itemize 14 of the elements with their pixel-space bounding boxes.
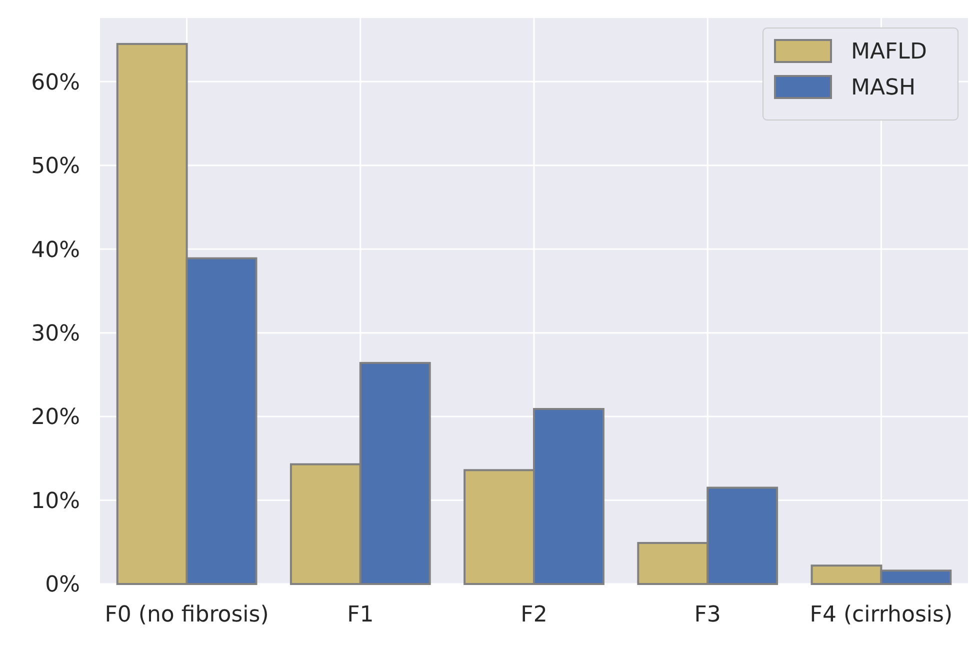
y-tick-label: 10% — [31, 488, 80, 514]
x-tick-label: F1 — [347, 602, 374, 628]
x-tick-label: F4 (cirrhosis) — [810, 602, 953, 628]
y-tick-label: 50% — [31, 154, 80, 180]
x-tick-label: F2 — [520, 602, 548, 628]
y-tick-label: 30% — [31, 322, 80, 347]
y-tick-label: 60% — [31, 70, 80, 96]
y-tick-label: 0% — [45, 572, 80, 598]
y-tick-label: 40% — [31, 238, 80, 263]
y-tick-label: 20% — [31, 405, 80, 430]
legend-label: MAFLD — [851, 40, 927, 65]
x-tick-label: F3 — [694, 602, 721, 628]
legend-label: MASH — [851, 76, 916, 101]
x-tick-label: F0 (no fibrosis) — [104, 602, 269, 628]
